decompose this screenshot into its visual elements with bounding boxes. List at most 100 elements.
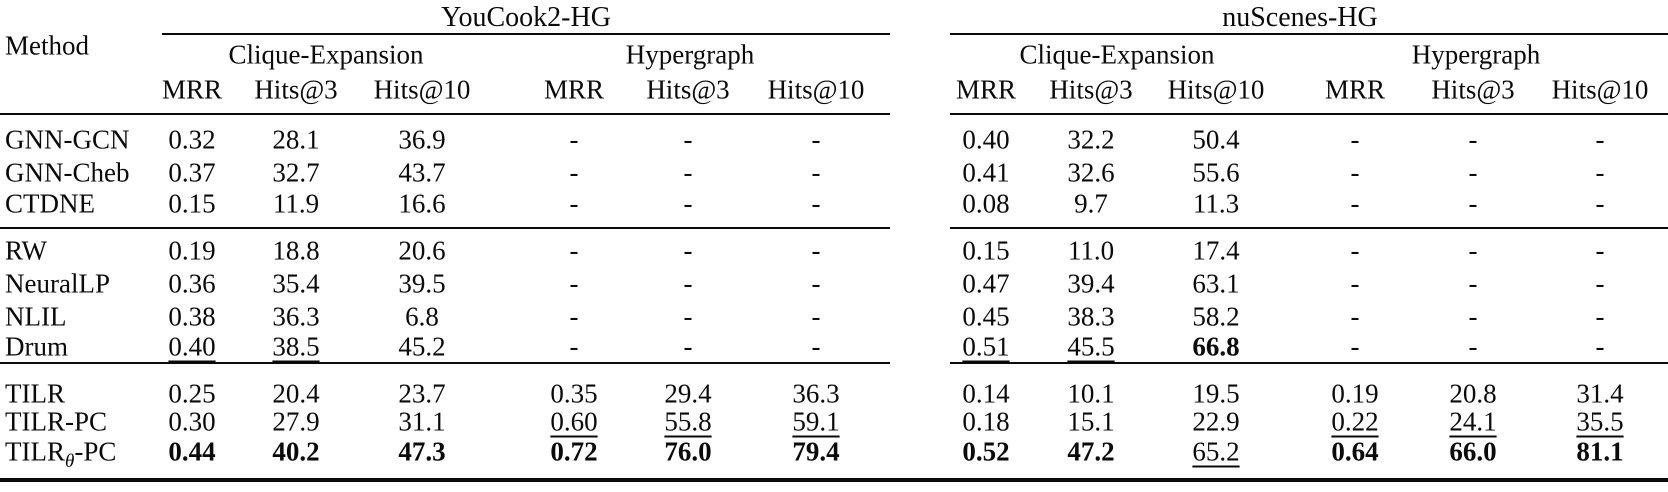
table-cell: 36.3 — [272, 301, 320, 332]
table-cell: 32.6 — [1067, 157, 1115, 188]
table-cell: 81.1 — [1576, 436, 1624, 467]
table-cell: - — [811, 157, 821, 188]
table-cell: 45.5 — [1067, 331, 1115, 362]
subgroup-header-youcook2-0: Clique-Expansion — [228, 39, 424, 70]
table-cell: 0.64 — [1331, 436, 1379, 467]
method-label: NeuralLP — [5, 268, 110, 299]
table-cell: - — [1350, 124, 1360, 155]
table-cell: 23.7 — [398, 378, 446, 409]
subgroup-header-youcook2-1: Hypergraph — [625, 39, 755, 70]
method-label: RW — [5, 235, 48, 266]
table-cell: 50.4 — [1192, 124, 1240, 155]
method-label: TILR — [5, 378, 65, 409]
table-cell: 0.45 — [962, 301, 1010, 332]
table-cell: 47.2 — [1067, 436, 1115, 467]
table-cell: 28.1 — [272, 124, 320, 155]
table-cell: 17.4 — [1192, 235, 1240, 266]
table-cell: - — [1595, 188, 1605, 219]
table-cell: - — [569, 235, 579, 266]
table-cell: - — [683, 235, 693, 266]
table-cell: 0.25 — [168, 378, 216, 409]
table-cell: 0.47 — [962, 268, 1010, 299]
table-cell: - — [1350, 157, 1360, 188]
table-cell: - — [1350, 188, 1360, 219]
table-cell: - — [1350, 235, 1360, 266]
metric-header-0-0: MRR — [161, 74, 223, 105]
table-cell: - — [1468, 301, 1478, 332]
table-cell: 0.52 — [962, 436, 1010, 467]
table-cell: - — [569, 124, 579, 155]
rule-dataset-left — [162, 33, 890, 35]
table-cell: - — [683, 331, 693, 362]
table-cell: 0.22 — [1331, 406, 1379, 437]
table-cell: - — [1468, 268, 1478, 299]
table-cell: - — [1468, 235, 1478, 266]
table-cell: 0.44 — [168, 436, 216, 467]
rule-group2-left — [0, 362, 890, 364]
method-label: GNN-GCN — [5, 124, 130, 155]
table-cell: - — [1595, 124, 1605, 155]
table-cell: 0.41 — [962, 157, 1010, 188]
table-cell: 58.2 — [1192, 301, 1240, 332]
table-cell: 32.2 — [1067, 124, 1115, 155]
table-cell: 59.1 — [792, 406, 840, 437]
metric-header-0-2: Hits@10 — [373, 74, 471, 105]
metric-header-3-1: Hits@3 — [1431, 74, 1515, 105]
table-cell: - — [569, 157, 579, 188]
table-cell: 16.6 — [398, 188, 446, 219]
table-cell: - — [569, 331, 579, 362]
method-label: TILR-PC — [5, 406, 108, 437]
table-cell: - — [683, 268, 693, 299]
table-cell: 0.72 — [550, 436, 598, 467]
table-cell: 0.19 — [168, 235, 216, 266]
table-cell: - — [683, 188, 693, 219]
table-cell: - — [1350, 331, 1360, 362]
method-column-header: Method — [5, 30, 89, 61]
method-subscript: θ — [65, 450, 75, 472]
table-cell: 43.7 — [398, 157, 446, 188]
subgroup-header-nuscenes-0: Clique-Expansion — [1019, 39, 1215, 70]
table-cell: 55.6 — [1192, 157, 1240, 188]
dataset-header-nuscenes: nuScenes-HG — [1222, 2, 1378, 33]
metric-header-2-0: MRR — [955, 74, 1017, 105]
table-cell: 11.9 — [272, 188, 320, 219]
table-cell: - — [811, 188, 821, 219]
table-cell: - — [1595, 301, 1605, 332]
rule-group1-left — [0, 227, 890, 229]
table-cell: - — [1468, 188, 1478, 219]
table-cell: 55.8 — [664, 406, 712, 437]
table-cell: 0.30 — [168, 406, 216, 437]
table-cell: - — [811, 235, 821, 266]
rule-dataset-right — [950, 33, 1668, 35]
table-cell: 0.19 — [1331, 378, 1379, 409]
rule-group1-right — [950, 227, 1668, 229]
table-cell: 27.9 — [272, 406, 320, 437]
table-cell: 39.5 — [398, 268, 446, 299]
table-cell: 76.0 — [664, 436, 712, 467]
table-cell: - — [683, 124, 693, 155]
table-cell: 29.4 — [664, 378, 712, 409]
rule-bottom — [0, 478, 1668, 482]
table-cell: 65.2 — [1192, 436, 1240, 467]
metric-header-2-1: Hits@3 — [1049, 74, 1133, 105]
table-cell: 11.3 — [1192, 188, 1240, 219]
table-cell: 0.14 — [962, 378, 1010, 409]
table-cell: 0.38 — [168, 301, 216, 332]
table-cell: 0.18 — [962, 406, 1010, 437]
metric-header-1-0: MRR — [543, 74, 605, 105]
table-cell: 66.0 — [1449, 436, 1497, 467]
table-cell: - — [1468, 331, 1478, 362]
metric-header-0-1: Hits@3 — [254, 74, 338, 105]
table-cell: - — [683, 157, 693, 188]
table-cell: 79.4 — [792, 436, 840, 467]
table-cell: 31.1 — [398, 406, 446, 437]
method-label: TILRθ-PC — [5, 436, 117, 472]
table-cell: - — [1468, 124, 1478, 155]
table-cell: 0.15 — [168, 188, 216, 219]
rule-group2-right — [950, 362, 1668, 364]
table-cell: - — [811, 124, 821, 155]
table-cell: 0.37 — [168, 157, 216, 188]
rule-header-left — [0, 113, 890, 115]
table-cell: - — [1350, 301, 1360, 332]
table-cell: - — [811, 331, 821, 362]
